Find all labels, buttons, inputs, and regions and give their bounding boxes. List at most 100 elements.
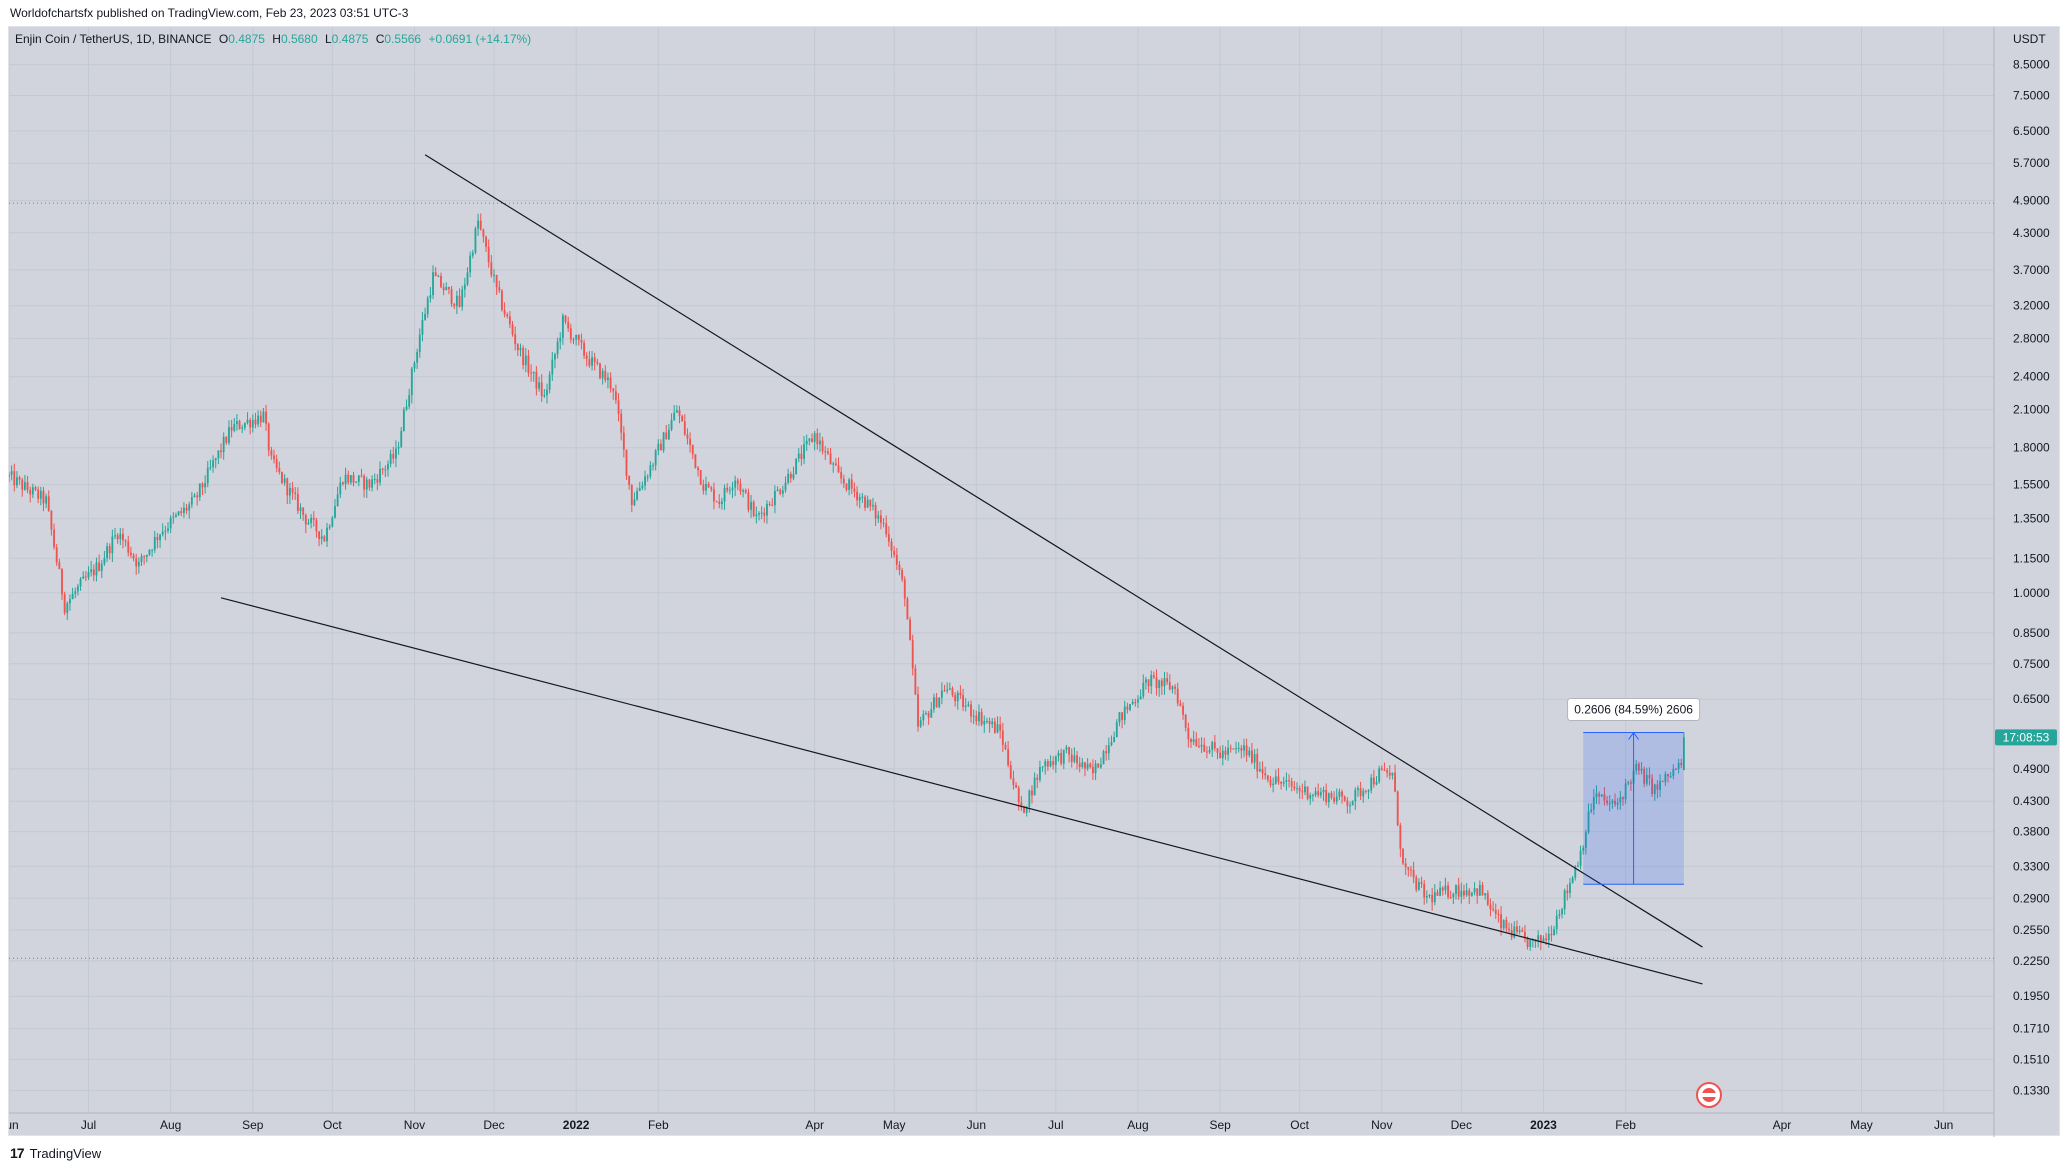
- candle-body: [1280, 781, 1283, 784]
- candle-body: [604, 370, 607, 381]
- candle-body: [1288, 780, 1290, 782]
- candle-body: [763, 512, 766, 516]
- candle-body: [1645, 775, 1648, 784]
- time-tick-label: Nov: [1371, 1118, 1392, 1132]
- chart-frame[interactable]: 0.2606 (84.59%) 2606 USDT 8.5000 7.5000 6.…: [8, 26, 2061, 1137]
- candle-body: [395, 448, 397, 459]
- candle-body: [246, 419, 249, 423]
- candle-body: [405, 406, 408, 410]
- candle-body: [1431, 894, 1434, 903]
- candle-body: [45, 496, 48, 504]
- price-axis[interactable]: USDT 8.5000 7.5000 6.5000 5.7000 4.9000 4.300…: [2013, 32, 2050, 1098]
- candle-body: [1094, 763, 1097, 774]
- candle-body: [609, 377, 612, 389]
- candle-body: [1463, 890, 1465, 896]
- candle-body: [543, 395, 546, 397]
- candle-body: [1627, 782, 1630, 784]
- candle-body: [919, 720, 922, 727]
- candle-body: [1325, 789, 1328, 803]
- candle-body: [1113, 737, 1116, 743]
- price-tick-label: 2.4000: [2013, 370, 2050, 384]
- price-tick-label: 0.1710: [2013, 1022, 2050, 1036]
- candle-body: [1465, 890, 1468, 896]
- countdown-label: 17:08:53: [1995, 729, 2057, 746]
- candle-body: [1563, 890, 1566, 910]
- candle-body: [1253, 754, 1256, 763]
- candle-body: [569, 328, 572, 340]
- candle-body: [819, 440, 821, 445]
- candle-body: [1553, 929, 1555, 936]
- time-tick-label: Dec: [483, 1118, 504, 1132]
- candle-body: [339, 482, 342, 495]
- candle-body: [1584, 832, 1587, 848]
- candle-body: [742, 490, 745, 492]
- candle-body: [1680, 762, 1683, 766]
- candle-body: [376, 479, 379, 483]
- candle-body: [116, 535, 119, 540]
- candle-body: [188, 504, 191, 511]
- measure-tool[interactable]: 0.2606 (84.59%) 2606: [1567, 698, 1701, 885]
- candle-body: [1364, 790, 1367, 792]
- candle-body: [122, 533, 124, 541]
- candle-body: [1171, 686, 1174, 690]
- candle-body: [1614, 800, 1616, 805]
- economic-events-icon[interactable]: [1696, 1082, 1722, 1108]
- candle-body: [612, 388, 615, 392]
- candle-body: [932, 697, 935, 710]
- candle-body: [1304, 786, 1306, 793]
- price-tick-label: 0.6500: [2013, 692, 2050, 706]
- price-tick-label: 2.1000: [2013, 403, 2050, 417]
- candle-body: [469, 255, 472, 273]
- candle-body: [1174, 686, 1177, 689]
- candle-body: [283, 478, 286, 483]
- price-tick-label: 0.1510: [2013, 1052, 2050, 1066]
- candle-body: [159, 534, 161, 541]
- candle-body: [1571, 877, 1574, 883]
- candle-body: [66, 603, 69, 613]
- candle-body: [795, 458, 798, 475]
- candle-body: [442, 287, 445, 291]
- time-tick-label: May: [1850, 1118, 1873, 1132]
- candle-body: [1049, 761, 1052, 767]
- candlestick-chart[interactable]: 0.2606 (84.59%) 2606 USDT 8.5000 7.5000 6.…: [9, 27, 2061, 1137]
- candle-body: [1311, 794, 1314, 796]
- candle-body: [228, 427, 230, 443]
- candle-body: [1470, 892, 1473, 896]
- candle-body: [1052, 761, 1055, 765]
- candle-body: [1190, 739, 1192, 743]
- candle-body: [1354, 789, 1357, 802]
- tradingview-logo[interactable]: 17 TradingView: [10, 1145, 101, 1161]
- candle-body: [1123, 706, 1126, 721]
- candle-body: [63, 594, 66, 613]
- candle-body: [580, 340, 583, 343]
- candle-body: [1412, 869, 1415, 878]
- trendlines[interactable]: [220, 154, 1703, 985]
- time-tick-label: Oct: [323, 1118, 342, 1132]
- candle-body: [972, 715, 975, 717]
- candle-body: [1121, 712, 1124, 721]
- candle-body: [583, 342, 586, 356]
- candle-body: [617, 400, 620, 414]
- candle-body: [975, 715, 978, 722]
- candle-body: [1582, 847, 1585, 851]
- candle-body: [493, 274, 495, 276]
- candle-body: [455, 295, 458, 307]
- candle-body: [1073, 755, 1076, 762]
- candle-body: [991, 721, 994, 725]
- candle-body: [561, 315, 564, 338]
- candle-body: [1367, 790, 1370, 792]
- candle-body: [1134, 702, 1137, 704]
- candle-body: [1054, 756, 1057, 765]
- legend-close: 0.5566: [384, 32, 421, 46]
- time-axis[interactable]: Jun Jul Aug Sep Oct Nov Dec 2022 Feb Apr May Jun Jul…: [9, 1118, 1953, 1132]
- candle-body: [1198, 746, 1200, 748]
- candle-body: [355, 481, 358, 483]
- candle-body: [978, 711, 980, 722]
- candle-body: [1023, 806, 1025, 813]
- candle-body: [1611, 800, 1614, 804]
- candle-body: [482, 229, 485, 237]
- candle-body: [1251, 750, 1253, 763]
- candle-body: [895, 554, 898, 565]
- candle-body: [434, 272, 437, 276]
- candle-body: [530, 372, 533, 374]
